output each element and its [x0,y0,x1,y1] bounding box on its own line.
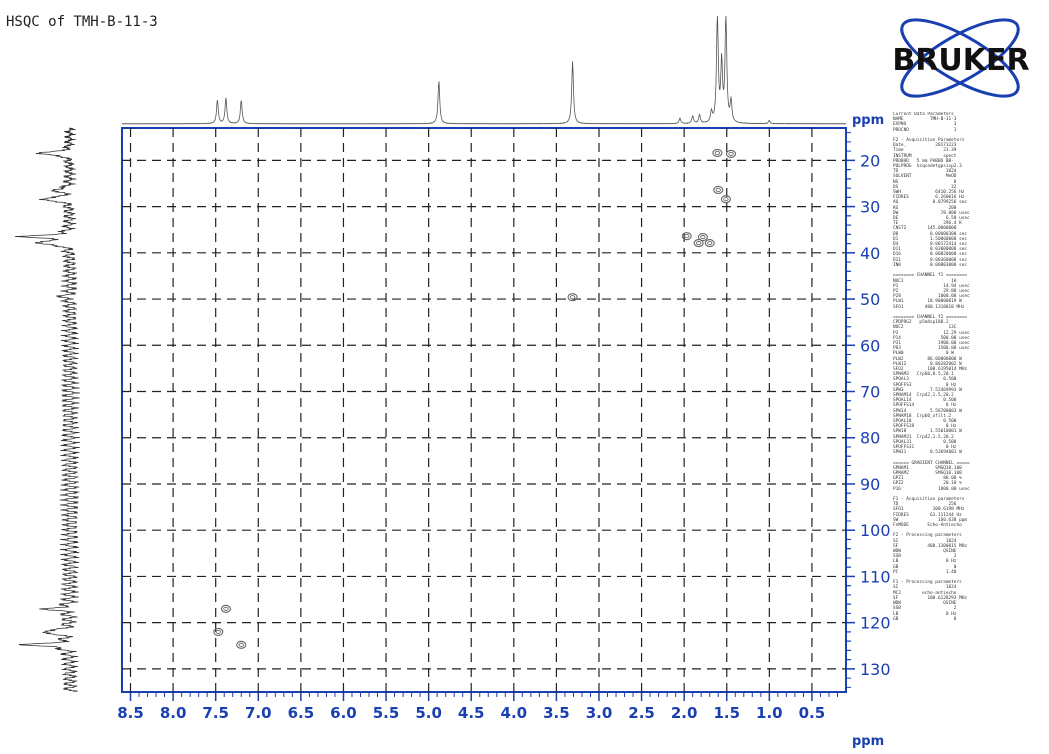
x-axis-unit: ppm [852,734,884,749]
x-tick-label: 1.5 [713,704,740,722]
peak-contour-outer [712,148,723,158]
cross-peak [693,239,704,248]
peak-contour-inner [695,241,702,246]
peak-contour-inner [707,241,713,246]
x-tick-label: 0.5 [799,704,826,722]
cross-peak [720,195,731,204]
x-tick-label: 6.5 [288,704,315,722]
y-tick-label: 60 [860,336,880,355]
cross-peak [725,149,737,158]
x-tick-label: 7.5 [202,704,229,722]
cross-peak [712,148,723,158]
f2-projection-spectrum [121,15,847,125]
y-tick-label: 80 [860,429,880,448]
y-tick-label: 130 [860,660,891,679]
y-axis-unit: ppm [852,113,884,128]
peak-contour-outer [213,627,224,636]
f1-projection-spectrum [14,127,80,693]
peak-contour-inner [715,187,721,192]
plot-title: HSQC of TMH-B-11-3 [6,14,158,30]
acquisition-parameters-list: Current Data Parameters NAME TMH-B-11-3 … [893,112,970,622]
grid-lines [122,128,846,692]
x-tick-label: 8.5 [117,704,144,722]
peak-contour-inner [238,642,244,647]
f1-projection-trace [14,127,80,693]
peak-contour-inner [215,629,221,634]
bruker-logo: BRUKER [892,18,1030,98]
x-tick-label: 3.5 [543,704,570,722]
cross-peaks [213,148,737,649]
x-tick-label: 2.0 [671,704,698,722]
peak-contour-outer [725,149,737,158]
peak-contour-inner [684,234,690,239]
peak-contour-outer [697,233,708,242]
x-tick-label: 2.5 [628,704,655,722]
cross-peak [567,293,578,302]
x-tick-label: 8.0 [160,704,187,722]
x-tick-label: 6.0 [330,704,357,722]
peak-contour-inner [714,150,721,156]
peak-contour-inner [569,295,576,300]
peak-contour-outer [693,239,704,248]
y-tick-label: 120 [860,614,891,633]
cross-peak [697,233,708,242]
x-tick-label: 5.5 [373,704,400,722]
cross-peak [704,239,715,248]
cross-peak [681,232,692,241]
peak-contour-outer [713,185,724,194]
y-tick-label: 50 [860,290,880,309]
cross-peak [213,627,224,636]
y-axis-ticks: 20 30 40 50 60 70 80 90 100 110 120 130 [846,132,891,688]
y-tick-label: 20 [860,151,880,170]
cross-peak [236,640,247,649]
f2-projection-trace [121,15,847,125]
x-tick-label: 5.0 [415,704,442,722]
x-tick-label: 1.0 [756,704,783,722]
y-tick-label: 90 [860,475,880,494]
peak-contour-outer [567,293,578,302]
peak-contour-inner [728,151,734,156]
x-axis-ticks: 8.5 8.0 7.5 7.0 6.5 6.0 5.5 5.0 4.5 4.0 3.5 3.0 2.5 2… [117,692,838,722]
peak-contour-outer [681,232,692,241]
x-tick-label: 3.0 [586,704,613,722]
peak-contour-outer [720,195,731,204]
peak-contour-outer [704,239,715,248]
cross-peak [713,185,724,194]
y-tick-label: 30 [860,198,880,217]
peak-contour-outer [236,640,247,649]
peak-contour-inner [700,235,706,240]
peak-contour-inner [223,606,229,611]
x-tick-label: 7.0 [245,704,272,722]
y-tick-label: 110 [860,567,891,586]
peak-contour-outer [220,604,231,613]
y-tick-label: 100 [860,521,891,540]
logo-text: BRUKER [892,43,1029,78]
y-tick-label: 70 [860,383,880,402]
x-tick-label: 4.0 [501,704,528,722]
cross-peak [220,604,231,613]
y-tick-label: 40 [860,244,880,263]
peak-contour-inner [723,197,729,202]
x-tick-label: 4.5 [458,704,485,722]
